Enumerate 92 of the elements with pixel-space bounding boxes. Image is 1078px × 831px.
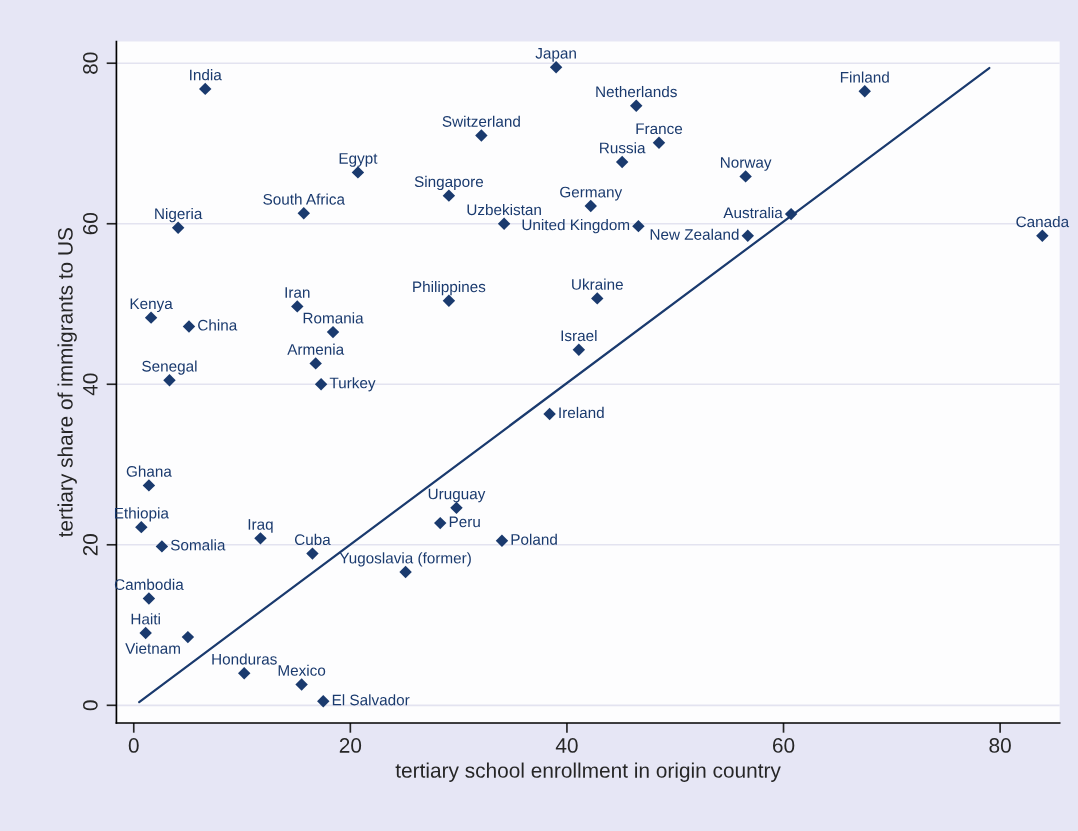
x-axis-title: tertiary school enrollment in origin country bbox=[395, 762, 781, 782]
y-tick-label: 0 bbox=[82, 700, 98, 711]
y-tick-label: 60 bbox=[82, 212, 98, 235]
point bbox=[351, 166, 365, 179]
point bbox=[591, 292, 604, 305]
annotation: Germany bbox=[560, 186, 623, 201]
annotation: Kenya bbox=[130, 298, 173, 313]
point bbox=[182, 320, 196, 333]
annotation: Switzerland bbox=[442, 115, 520, 127]
y-tick-label: 80 bbox=[82, 52, 98, 74]
annotation: Singapore bbox=[414, 175, 484, 191]
point bbox=[543, 407, 556, 421]
x-tick-label: 20 bbox=[339, 738, 362, 753]
annotation: France bbox=[636, 123, 683, 135]
annotation: India bbox=[190, 69, 222, 81]
point bbox=[139, 626, 152, 640]
point bbox=[309, 357, 322, 370]
annotation: Iran bbox=[285, 287, 310, 298]
annotation: Australia bbox=[723, 206, 783, 219]
point bbox=[495, 534, 509, 547]
point bbox=[572, 343, 586, 356]
annotation: Norway bbox=[720, 157, 772, 171]
annotation: Iraq bbox=[248, 519, 273, 533]
x-tick-label: 40 bbox=[555, 738, 578, 753]
annotation: China bbox=[198, 319, 238, 331]
annotation: Mexico bbox=[278, 664, 326, 676]
point bbox=[858, 85, 871, 98]
point bbox=[142, 479, 156, 492]
point bbox=[630, 99, 643, 112]
point bbox=[497, 217, 511, 230]
annotation: New Zealand bbox=[650, 228, 739, 240]
y-tick-label: 20 bbox=[82, 534, 98, 556]
annotation: Egypt bbox=[339, 153, 378, 167]
point bbox=[314, 378, 328, 391]
point bbox=[155, 540, 169, 553]
annotation: Peru bbox=[449, 516, 480, 528]
annotation: Netherlands bbox=[596, 85, 677, 98]
point bbox=[615, 155, 629, 169]
x-tick-label: 60 bbox=[772, 738, 795, 753]
annotation: Ghana bbox=[126, 465, 172, 477]
y-tick-label: 40 bbox=[82, 373, 98, 396]
annotation: Turkey bbox=[329, 377, 376, 392]
annotation: Japan bbox=[535, 48, 576, 62]
annotation: Senegal bbox=[142, 360, 197, 375]
annotation: Ireland bbox=[559, 406, 604, 419]
point bbox=[739, 170, 752, 183]
point bbox=[297, 207, 310, 220]
y-axis-title: tertiary share of immigrants to US bbox=[57, 228, 77, 538]
point bbox=[291, 300, 304, 313]
annotation: United Kingdom bbox=[522, 219, 630, 234]
x-tick-label: 0 bbox=[128, 738, 139, 753]
annotation: Finland bbox=[840, 71, 889, 83]
point bbox=[163, 374, 176, 387]
point bbox=[181, 630, 195, 644]
annotation: South Africa bbox=[263, 193, 345, 205]
annotation: Armenia bbox=[287, 343, 345, 355]
point bbox=[652, 136, 666, 149]
point bbox=[784, 207, 798, 221]
annotation: Nigeria bbox=[155, 207, 203, 223]
x-tick-label: 80 bbox=[989, 738, 1011, 753]
annotation: Uzbekistan bbox=[467, 203, 541, 216]
annotation: Cuba bbox=[294, 533, 331, 546]
point bbox=[549, 61, 563, 74]
point bbox=[295, 678, 308, 691]
point bbox=[1036, 229, 1049, 242]
point bbox=[741, 229, 754, 242]
point bbox=[434, 516, 447, 530]
annotation: Vietnam bbox=[125, 642, 180, 654]
annotation: Philippines bbox=[413, 281, 486, 296]
point bbox=[632, 219, 645, 233]
point bbox=[475, 129, 488, 142]
point bbox=[238, 667, 251, 680]
annotation: Honduras bbox=[212, 653, 277, 665]
annotation: Haiti bbox=[131, 613, 160, 625]
point bbox=[306, 547, 319, 560]
point bbox=[142, 592, 156, 605]
annotation: Ukraine bbox=[572, 278, 623, 290]
annotation: Canada bbox=[1016, 215, 1070, 228]
point bbox=[254, 532, 267, 545]
annotation: Romania bbox=[303, 312, 364, 324]
annotation: Somalia bbox=[170, 539, 226, 551]
point bbox=[317, 695, 330, 708]
annotation: Uruguay bbox=[428, 488, 486, 503]
annotation: Israel bbox=[561, 329, 597, 342]
annotation: Yugoslavia (former) bbox=[339, 552, 471, 567]
annotation: Russia bbox=[600, 142, 646, 154]
point bbox=[442, 189, 456, 202]
point bbox=[199, 82, 212, 96]
point bbox=[326, 325, 340, 339]
annotation: El Salvador bbox=[332, 694, 410, 706]
annotation: Poland bbox=[511, 533, 557, 545]
point bbox=[144, 311, 158, 324]
